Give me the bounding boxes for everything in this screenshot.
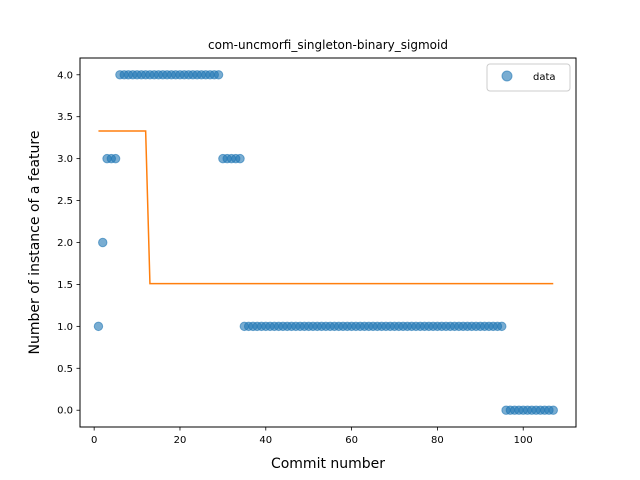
x-tick-label: 100 [514,435,533,446]
y-tick-label: 2.0 [57,238,73,249]
legend-marker-data [501,70,513,82]
axes-frame [79,57,577,428]
y-tick-label: 4.0 [57,70,73,81]
legend: data [486,63,571,92]
y-tick-label: 1.5 [57,280,73,291]
data-point [235,153,245,164]
plot-area: 0 20 40 60 80 100 0.0 0.5 1.0 1.5 2.0 2.5 3.0 3.5 4.0 [57,70,558,446]
y-tick-label: 1.0 [57,322,73,333]
fit-line [98,130,554,285]
y-tick-label: 0.0 [57,406,73,417]
data-point [548,405,558,415]
x-tick-label: 20 [174,435,187,446]
x-tick-label: 60 [345,435,358,446]
y-tick-label: 3.5 [57,112,73,123]
y-tick-label: 3.0 [57,154,73,165]
data-point [98,237,108,248]
x-tick-label: 0 [91,435,97,446]
y-tick-label: 0.5 [57,364,73,375]
y-tick-label: 2.5 [57,196,73,207]
x-axis-label: Commit number [271,456,385,472]
legend-box [486,63,571,92]
y-axis-label: Number of instance of a feature [27,131,43,355]
data-point [213,70,224,80]
data-point [497,321,507,332]
data-point [93,321,104,332]
legend-label-data: data [533,72,556,83]
x-tick-label: 80 [431,435,444,446]
chart-title: com-uncmorfi_singleton-binary_sigmoid [208,38,448,52]
x-tick-label: 40 [259,435,272,446]
data-point [110,153,121,164]
